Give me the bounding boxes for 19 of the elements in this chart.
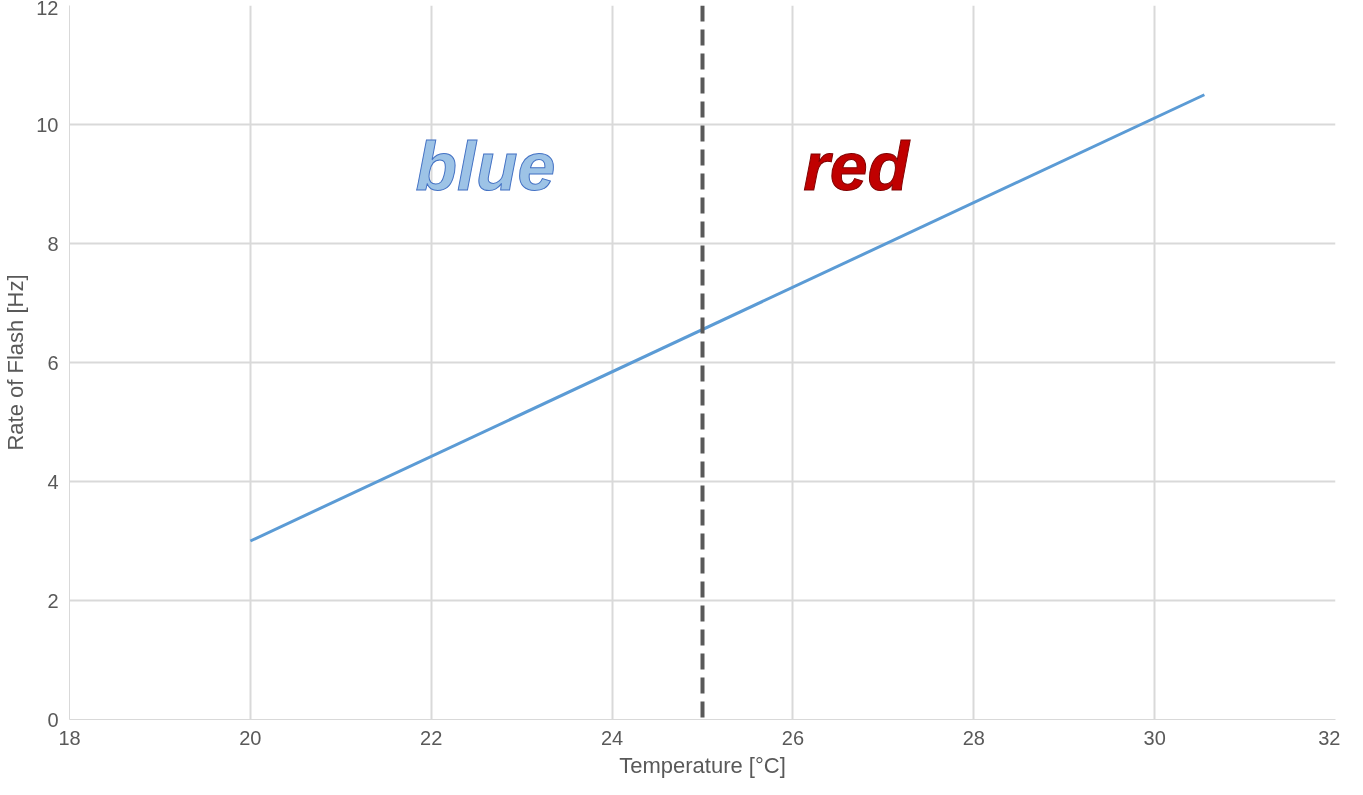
annotation: blue xyxy=(415,128,556,205)
x-tick-label: 18 xyxy=(58,726,81,749)
y-tick-label: 8 xyxy=(47,232,59,255)
y-tick-label: 0 xyxy=(47,708,59,731)
x-tick-label: 28 xyxy=(962,726,985,749)
x-tick-label: 22 xyxy=(420,726,443,749)
y-tick-label: 4 xyxy=(47,470,59,493)
annotation: red xyxy=(803,128,911,205)
x-tick-label: 30 xyxy=(1143,726,1166,749)
x-tick-label: 20 xyxy=(239,726,262,749)
x-axis-title: Temperature [°C] xyxy=(619,752,786,778)
y-tick-label: 12 xyxy=(36,0,59,19)
x-tick-label: 32 xyxy=(1318,726,1341,749)
x-tick-label: 26 xyxy=(781,726,805,749)
y-tick-label: 6 xyxy=(47,351,59,374)
y-tick-label: 10 xyxy=(36,113,59,136)
y-tick-label: 2 xyxy=(47,589,59,612)
y-axis-title: Rate of Flash [Hz] xyxy=(3,274,29,451)
x-tick-label: 24 xyxy=(600,726,624,749)
